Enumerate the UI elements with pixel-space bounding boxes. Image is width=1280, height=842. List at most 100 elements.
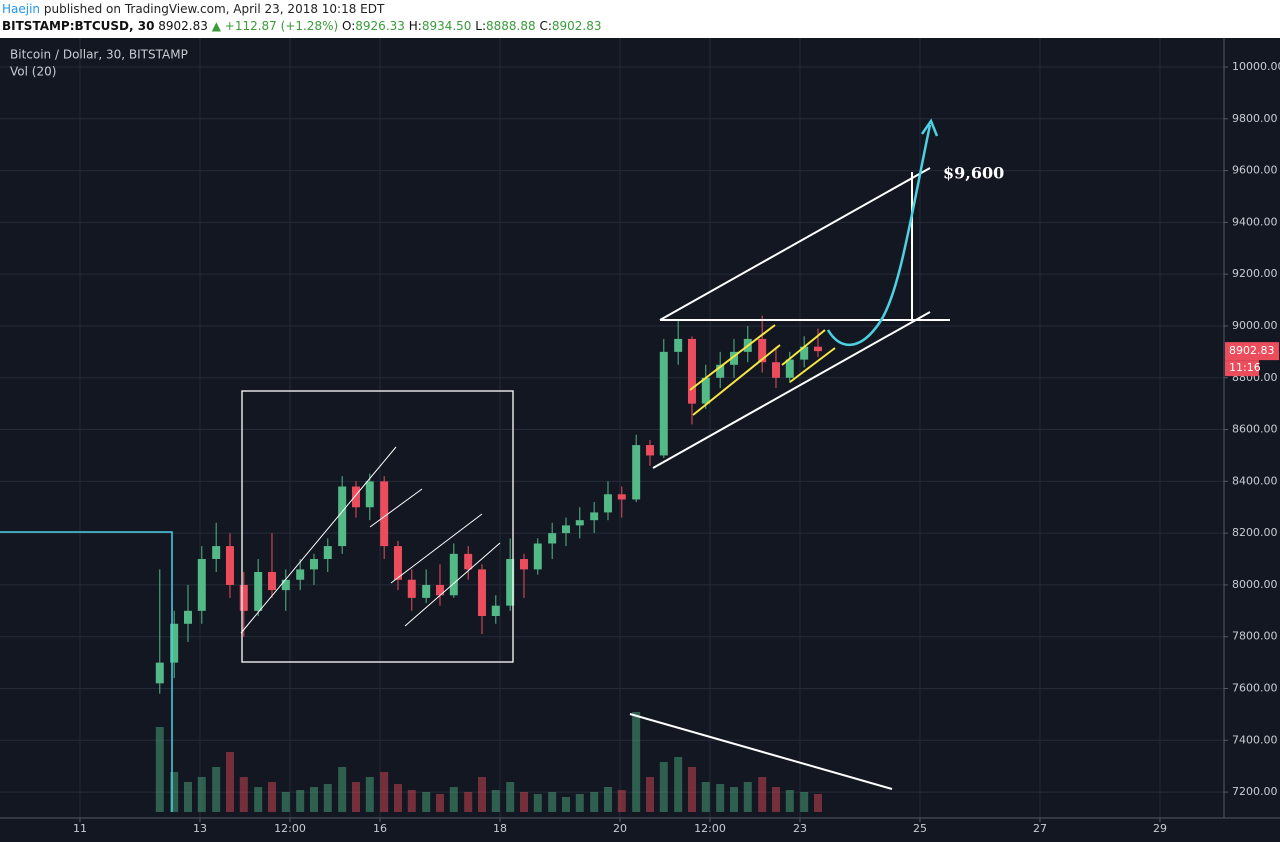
volume-bar <box>813 794 822 812</box>
candle-body <box>281 579 290 591</box>
countdown-tag <box>1225 360 1259 377</box>
x-tick-label: 27 <box>1033 822 1047 835</box>
candle-body <box>338 486 347 547</box>
volume-bar <box>659 762 668 812</box>
x-tick-label: 23 <box>793 822 807 835</box>
volume-bar <box>155 727 164 812</box>
symbol-line: BITSTAMP:BTCUSD, 30 8902.83 ▲ +112.87 (+… <box>2 19 602 33</box>
trend-line <box>240 446 397 634</box>
candle-body <box>477 569 486 617</box>
volume-bar <box>743 782 752 812</box>
candle-body <box>687 338 696 404</box>
candle-body <box>183 610 192 624</box>
volume-bar <box>645 777 654 812</box>
volume-bar <box>435 794 444 812</box>
y-tick-label: 8000.00 <box>1232 578 1278 591</box>
volume-bar <box>506 782 515 812</box>
volume-bar <box>603 787 612 812</box>
ohlc-value: 8926.33 <box>355 19 405 33</box>
drawings <box>0 118 950 812</box>
x-tick-label: 13 <box>193 822 207 835</box>
candle-body <box>590 512 599 521</box>
volume-bar <box>254 787 263 812</box>
ohlc-value: 8902.83 <box>552 19 602 33</box>
trend-line <box>369 488 423 528</box>
candle-body <box>659 351 668 456</box>
x-tick-label: 25 <box>913 822 927 835</box>
volume-bar <box>351 782 360 812</box>
y-tick-label: 8600.00 <box>1232 423 1278 436</box>
candle-body <box>561 525 570 534</box>
candle-body <box>785 359 794 378</box>
candle-body <box>435 584 444 596</box>
candle-body <box>800 346 809 360</box>
projection-arrow <box>826 124 932 347</box>
candle-body <box>393 546 402 580</box>
candle-body <box>422 584 431 598</box>
volume-bar <box>338 767 347 812</box>
x-tick-label: 12:00 <box>274 822 306 835</box>
trend-line <box>652 311 931 469</box>
header-bar <box>0 0 1280 38</box>
channel-line <box>692 344 781 416</box>
change: ▲ +112.87 (+1.28%) <box>212 19 338 33</box>
trend-line <box>404 542 501 627</box>
author[interactable]: Haejin <box>2 2 40 16</box>
volume-bar <box>687 767 696 812</box>
trend-line <box>390 513 483 584</box>
chart-bg <box>0 38 1280 838</box>
volume-bar <box>800 792 809 812</box>
candle-body <box>519 559 528 570</box>
y-tick-label: 9600.00 <box>1232 164 1278 177</box>
candle-body <box>813 346 822 352</box>
candle-body <box>716 364 725 378</box>
candle-body <box>323 546 332 560</box>
cyan-box <box>0 531 173 812</box>
candle-body <box>632 445 641 500</box>
volume-bar <box>407 790 416 812</box>
channel-line <box>781 329 826 366</box>
symbol: BITSTAMP:BTCUSD, 30 <box>2 19 154 33</box>
volume-bar <box>365 777 374 812</box>
volume-bar <box>758 777 767 812</box>
candle-body <box>197 559 206 611</box>
volume-bar <box>771 787 780 812</box>
ohlc-label: H: <box>409 19 422 33</box>
candle-body <box>533 543 542 570</box>
candle-body <box>701 377 710 404</box>
channel-line <box>789 347 836 383</box>
volume-pane <box>155 712 822 812</box>
volume-bar <box>519 792 528 812</box>
candle-body <box>296 569 305 580</box>
x-tick-label: 29 <box>1153 822 1167 835</box>
candle-body <box>155 662 164 684</box>
volume-bar <box>183 782 192 812</box>
candle-body <box>548 533 557 544</box>
x-tick-label: 18 <box>493 822 507 835</box>
published: published on TradingView.com, April 23, … <box>44 2 385 16</box>
ohlc-value: 8888.88 <box>486 19 536 33</box>
x-tick-label: 11 <box>73 822 87 835</box>
volume-bar <box>422 792 431 812</box>
range-box <box>241 390 514 663</box>
candle-body <box>380 481 389 547</box>
volume-bar <box>590 792 599 812</box>
volume-bar <box>477 777 486 812</box>
candle-body <box>212 546 221 560</box>
candles <box>155 315 822 694</box>
volume-bar <box>617 790 626 812</box>
candle-body <box>170 623 179 663</box>
candle-body <box>603 494 612 513</box>
volume-bar <box>548 792 557 812</box>
volume-bar <box>632 712 641 812</box>
candle-body <box>771 362 780 378</box>
volume-bar <box>716 784 725 812</box>
volume-bar <box>212 767 221 812</box>
y-tick-label: 9200.00 <box>1232 267 1278 280</box>
chart-title: Bitcoin / Dollar, 30, BITSTAMP <box>10 48 188 62</box>
volume-bar <box>533 794 542 812</box>
ohlc-value: 8934.50 <box>422 19 472 33</box>
candle-body <box>464 553 473 570</box>
trend-line <box>659 167 931 321</box>
volume-label: Vol (20) <box>10 65 56 79</box>
